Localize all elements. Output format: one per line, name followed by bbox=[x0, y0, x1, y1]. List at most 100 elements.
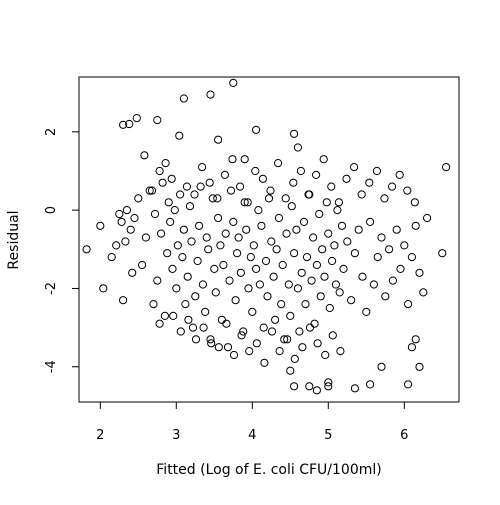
data-point bbox=[157, 229, 166, 238]
data-point bbox=[283, 335, 292, 344]
data-point bbox=[336, 347, 345, 356]
data-point bbox=[176, 327, 185, 336]
data-point bbox=[324, 382, 333, 391]
data-point bbox=[274, 213, 283, 223]
data-point bbox=[388, 276, 397, 285]
data-point bbox=[299, 217, 309, 226]
data-point bbox=[107, 253, 116, 262]
y-tick-label: 0 bbox=[44, 206, 59, 214]
x-tick-label: 3 bbox=[172, 428, 180, 443]
data-point bbox=[322, 198, 331, 207]
data-point bbox=[407, 253, 416, 262]
data-point bbox=[354, 225, 363, 234]
data-point bbox=[130, 213, 139, 223]
data-point bbox=[252, 125, 261, 134]
data-point bbox=[178, 253, 187, 262]
data-point bbox=[132, 114, 141, 123]
data-point bbox=[82, 245, 91, 254]
data-point bbox=[158, 178, 167, 187]
data-point bbox=[423, 213, 432, 223]
data-point bbox=[327, 182, 336, 191]
data-point bbox=[190, 190, 199, 199]
data-point bbox=[239, 327, 248, 336]
data-point bbox=[153, 116, 162, 125]
data-point bbox=[219, 260, 228, 270]
data-point bbox=[318, 245, 327, 254]
data-point bbox=[295, 327, 304, 336]
data-point bbox=[321, 350, 330, 360]
data-point bbox=[400, 241, 409, 250]
data-point bbox=[297, 268, 306, 277]
data-point bbox=[225, 276, 234, 285]
data-point bbox=[217, 315, 226, 324]
data-point bbox=[188, 323, 198, 332]
data-point bbox=[281, 194, 290, 203]
data-point bbox=[328, 331, 337, 340]
data-point bbox=[211, 288, 220, 297]
data-point bbox=[282, 229, 291, 238]
data-point bbox=[231, 296, 240, 305]
data-point bbox=[312, 386, 321, 395]
data-point bbox=[272, 245, 281, 254]
y-axis-title: Residual bbox=[6, 210, 22, 269]
data-point bbox=[305, 382, 314, 391]
x-tick-label: 5 bbox=[324, 428, 332, 443]
data-point bbox=[240, 155, 249, 164]
data-point bbox=[350, 163, 359, 172]
plot-frame bbox=[78, 76, 460, 403]
data-point bbox=[221, 229, 230, 238]
data-point bbox=[280, 335, 289, 344]
data-point bbox=[267, 237, 276, 246]
data-point bbox=[365, 178, 374, 187]
data-point bbox=[257, 221, 266, 230]
data-point bbox=[243, 198, 252, 207]
data-point bbox=[220, 170, 229, 179]
data-point bbox=[411, 335, 420, 344]
data-point bbox=[403, 186, 412, 195]
data-point bbox=[404, 380, 413, 389]
data-point bbox=[249, 241, 258, 250]
data-point bbox=[185, 202, 195, 211]
data-point bbox=[312, 170, 321, 179]
data-point bbox=[362, 307, 371, 316]
data-point bbox=[199, 323, 208, 332]
data-point bbox=[335, 288, 344, 297]
data-point bbox=[271, 315, 280, 324]
data-point bbox=[226, 186, 236, 195]
data-point bbox=[99, 284, 108, 293]
data-point bbox=[196, 182, 205, 191]
data-point bbox=[396, 264, 405, 273]
data-point bbox=[201, 307, 210, 316]
data-point bbox=[138, 260, 147, 270]
y-axis: -4 -2 0 2 bbox=[44, 128, 80, 373]
data-point bbox=[259, 323, 268, 332]
data-point bbox=[191, 292, 200, 301]
data-point bbox=[169, 311, 178, 320]
data-point bbox=[234, 233, 243, 242]
data-point bbox=[304, 190, 313, 199]
data-point bbox=[207, 339, 216, 348]
data-point bbox=[182, 182, 191, 191]
data-point bbox=[377, 362, 386, 371]
data-point bbox=[260, 358, 269, 367]
x-axis: 2 3 4 5 6 bbox=[96, 401, 408, 443]
data-point bbox=[315, 209, 324, 219]
data-point bbox=[172, 284, 181, 293]
data-point bbox=[373, 253, 382, 262]
data-point bbox=[302, 253, 312, 262]
data-point bbox=[275, 347, 284, 356]
data-point bbox=[293, 143, 302, 152]
data-point bbox=[208, 194, 217, 203]
data-point bbox=[168, 264, 177, 273]
y-tick-label: 2 bbox=[44, 128, 59, 136]
data-point bbox=[290, 382, 299, 391]
data-point bbox=[191, 335, 201, 344]
data-point bbox=[381, 292, 390, 301]
data-point bbox=[150, 209, 160, 219]
data-point bbox=[214, 343, 223, 352]
data-point bbox=[411, 221, 420, 230]
data-point bbox=[252, 339, 261, 348]
data-point bbox=[298, 343, 307, 352]
data-point bbox=[164, 198, 173, 207]
data-point bbox=[228, 155, 237, 164]
